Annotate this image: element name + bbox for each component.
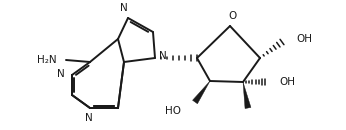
Polygon shape [193, 81, 210, 104]
Text: OH: OH [296, 34, 312, 44]
Text: N: N [57, 69, 65, 79]
Text: H₂N: H₂N [37, 55, 57, 65]
Polygon shape [243, 82, 251, 109]
Text: HO: HO [165, 106, 181, 116]
Text: N: N [120, 3, 128, 13]
Text: O: O [228, 11, 236, 21]
Text: N: N [85, 113, 93, 123]
Text: N: N [159, 51, 167, 61]
Text: OH: OH [279, 77, 295, 87]
